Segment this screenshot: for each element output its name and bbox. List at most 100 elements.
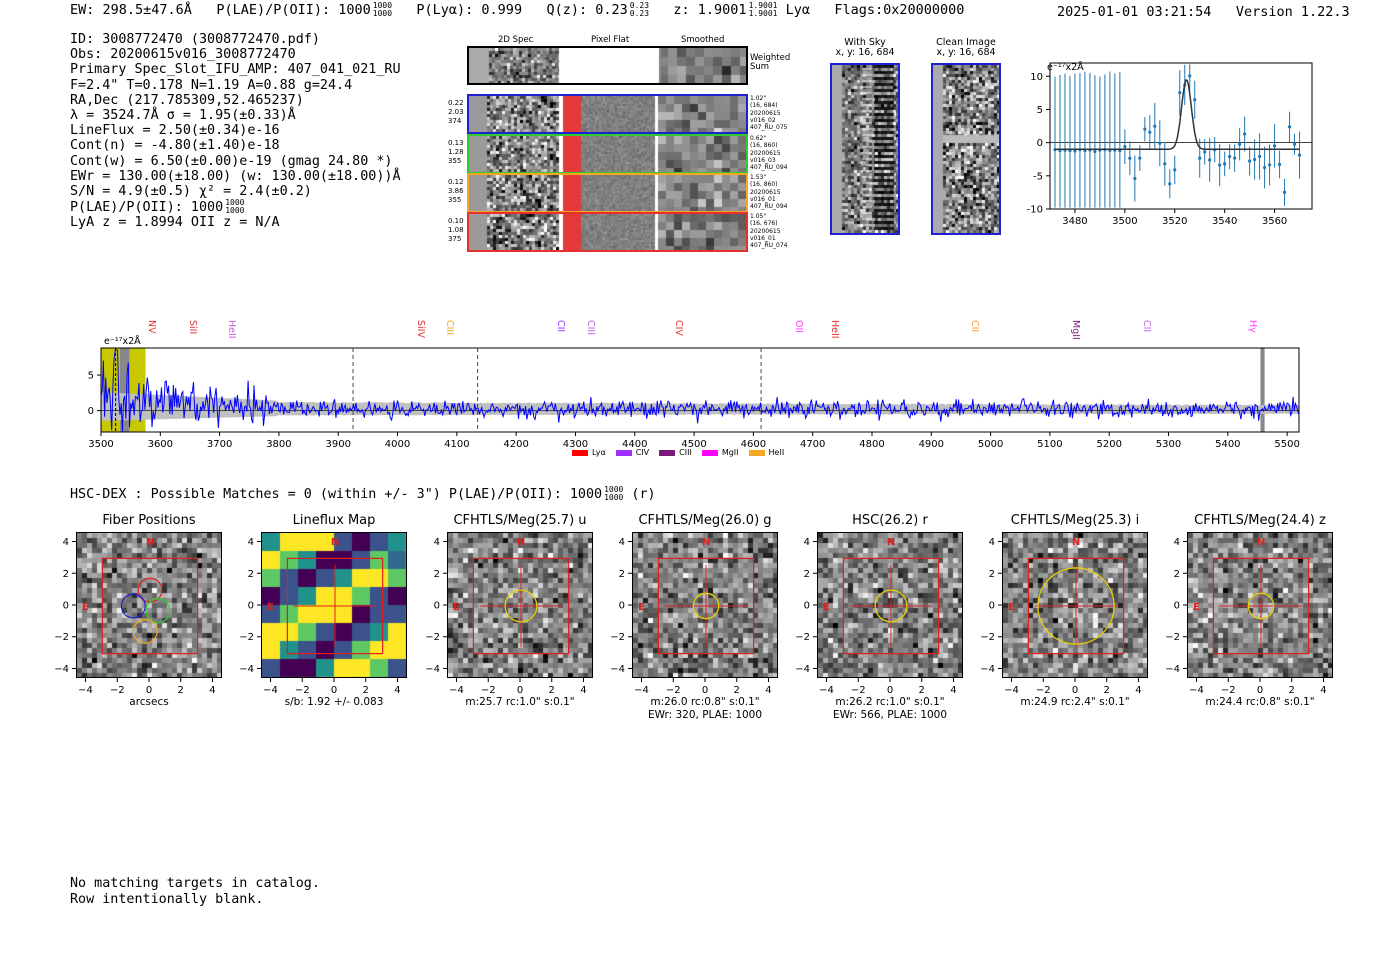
panel-title: CFHTLS/Meg(25.7) u <box>453 513 587 528</box>
imaging-xtick-label: 2 <box>178 685 184 696</box>
imaging-ytick-label: −4 <box>54 664 69 675</box>
zoom-datapoint <box>1238 142 1242 146</box>
header-plae-lo: 1000 <box>372 9 393 18</box>
zoom-datapoint <box>1292 142 1297 146</box>
imaging-axes: −4 −4 −2 −2 0 0 2 2 4 4 <box>795 537 956 696</box>
header-z: z: 1.9001 <box>673 2 747 18</box>
header-qz-hi: 0.23 <box>629 1 650 10</box>
cutout-row-meta-line: (16, 676) <box>750 220 778 228</box>
aperture-circle <box>1037 567 1115 645</box>
zoom-datapoint <box>1128 156 1132 160</box>
zoom-datapoint <box>1163 162 1167 166</box>
cutout-row-meta-line: (16, 684) <box>750 102 778 110</box>
imaging-xtick-label: 4 <box>209 685 215 696</box>
imaging-xtick-label: 0 <box>517 685 523 696</box>
emission-line-label: OII <box>793 320 804 334</box>
header-z-line: Lyα <box>785 2 810 18</box>
cutout-row-stat: 3.86 <box>448 187 464 195</box>
panel-footer-extra: EWr: 320, PLAE: 1000 <box>647 709 763 721</box>
cutout-row-meta-line: v016_03 <box>750 156 776 164</box>
imaging-xtick-label: −4 <box>1189 685 1204 696</box>
imaging-xtick-label: 0 <box>1072 685 1078 696</box>
legend-item: CIII <box>659 448 692 457</box>
imaging-ytick-label: 4 <box>434 537 440 548</box>
zoom-fit-curve <box>1055 79 1300 151</box>
search-box <box>1027 557 1125 655</box>
zoom-frame <box>1049 62 1313 210</box>
spectrum-legend: Lyα CIV CIII MgII HeII <box>572 448 784 457</box>
col-header-2dspec: 2D Spec <box>498 35 534 45</box>
zoom-ytick-label: -10 <box>1027 205 1043 216</box>
zoom-datapoint <box>1248 159 1252 163</box>
emission-line-label: SiII <box>187 320 198 335</box>
with-sky-image <box>832 65 898 233</box>
full-xtick-label: 5000 <box>978 439 1003 450</box>
flux-line <box>100 349 1300 432</box>
imaging-xtick-label: −2 <box>481 685 496 696</box>
imaging-ytick-label: 2 <box>1174 569 1180 580</box>
imaging-ytick-label: 4 <box>989 537 995 548</box>
panel-title: CFHTLS/Meg(24.4) z <box>1194 513 1326 528</box>
weighted-sum-label: Weighted Sum <box>750 54 790 72</box>
info-lineflux: LineFlux = 2.50(±0.34)e-16 <box>70 123 280 139</box>
info-params: F=2.4" T=0.178 N=1.19 A=0.88 g=24.4 <box>70 77 353 93</box>
info-primary: Primary Spec_Slot_IFU_AMP: 407_041_021_R… <box>70 62 401 78</box>
imaging-ytick-label: −2 <box>239 632 254 643</box>
imaging-axes: −4 −4 −2 −2 0 0 2 2 4 4 <box>1165 537 1326 696</box>
imaging-xtick-label: −2 <box>1036 685 1051 696</box>
zoom-unit-label: e⁻¹⁷x2Å <box>1047 62 1084 73</box>
search-box <box>1212 557 1310 655</box>
imaging-xtick-label: 2 <box>734 685 740 696</box>
cutout-row-meta-line: 0.62" <box>750 135 767 142</box>
panel-footer: s/b: 1.92 +/- 0.083 <box>284 696 384 708</box>
compass-north: N <box>702 537 710 548</box>
zoom-datapoint <box>1208 158 1212 162</box>
full-xtick-label: 4400 <box>622 439 647 450</box>
cutout-row-meta-line: 20200615 <box>750 109 781 117</box>
imaging-ytick-label: −2 <box>610 632 625 643</box>
weighted-sum-label-line2: Sum <box>750 62 770 72</box>
imaging-ytick-label: 0 <box>989 601 995 612</box>
panel-footer: m:26.0 rc:0.8" s:0.1" <box>650 696 760 708</box>
compass-east: E <box>823 602 830 613</box>
info-id: ID: 3008772470 (3008772470.pdf) <box>70 32 320 47</box>
legend-swatch <box>615 449 632 456</box>
compass-north: N <box>517 537 525 548</box>
imaging-panel-image <box>1188 533 1332 677</box>
panel-footer-extra: EWr: 566, PLAE: 1000 <box>832 709 948 721</box>
cutout-row-meta-line: 407_RU_074 <box>750 242 788 250</box>
emission-line-label: MgII <box>1070 320 1081 340</box>
imaging-ytick-label: 0 <box>434 601 440 612</box>
header-plae: P(LAE)/P(OII): 1000 <box>216 2 371 18</box>
imaging-ytick-label: 2 <box>248 569 254 580</box>
imaging-axes: −4 −4 −2 −2 0 0 2 2 4 4 <box>239 537 400 696</box>
imaging-axes: −4 −4 −2 −2 0 0 2 2 4 4 <box>980 537 1141 696</box>
legend-swatch <box>748 449 765 456</box>
compass-north: N <box>1257 537 1265 548</box>
cutout-row-meta: 1.05" (16, 676) 20200615 v016_01 407_RU_074 <box>750 213 787 249</box>
cutout-row-meta-line: 407_RU_094 <box>750 203 788 211</box>
full-xtick-label: 3500 <box>88 439 113 450</box>
catalog-footer-line2: Row intentionally blank. <box>70 891 264 907</box>
cutout-row-stat: 2.03 <box>448 108 464 116</box>
clean-image-image <box>933 65 999 233</box>
info-obs: Obs: 20200615v016_3008772470 <box>70 47 296 63</box>
imaging-xtick-label: −4 <box>634 685 649 696</box>
header-ew: EW: 298.5±47.6Å <box>70 2 192 18</box>
imaging-ytick-label: −2 <box>425 632 440 643</box>
imaging-ytick-label: −2 <box>54 632 69 643</box>
imaging-ytick-label: 0 <box>619 601 625 612</box>
legend-swatch <box>701 449 718 456</box>
lya-line-marker <box>119 348 130 432</box>
aperture-circle <box>1247 592 1275 620</box>
cutout-row-stat: 375 <box>448 235 462 243</box>
cutout-row-stats: 0.12 3.86 355 <box>448 178 464 205</box>
cutout-row-meta-line: 1.02" <box>750 95 767 102</box>
zoom-datapoint <box>1093 149 1097 154</box>
cutout-row-meta-line: 20200615 <box>750 188 781 196</box>
fiber-circle <box>120 593 146 619</box>
clean-image-cutout <box>931 63 1001 235</box>
